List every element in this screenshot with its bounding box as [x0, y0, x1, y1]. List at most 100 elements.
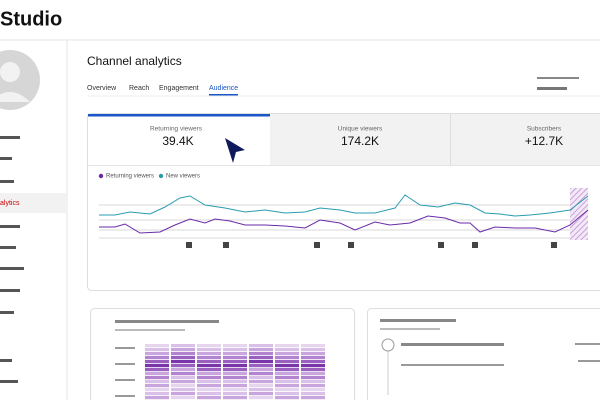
card-label: Returning viewers	[150, 126, 203, 133]
heatmap-cell	[301, 344, 325, 347]
heatmap-cell	[145, 380, 169, 383]
heatmap-cell	[145, 388, 169, 391]
heatmap-cell	[275, 380, 299, 383]
heatmap-cell	[145, 392, 169, 395]
sidebar-item[interactable]	[0, 180, 14, 183]
event-marker[interactable]	[472, 242, 478, 248]
metric-card-selected[interactable]	[88, 114, 270, 117]
heatmap-cell	[301, 396, 325, 399]
heatmap-cell	[275, 352, 299, 355]
heatmap-cell	[223, 388, 247, 391]
heatmap-cell	[197, 376, 221, 379]
heatmap-cell	[171, 392, 195, 395]
heatmap-cell	[223, 376, 247, 379]
heatmap-cell	[223, 360, 247, 363]
heatmap-cell	[171, 352, 195, 355]
tab[interactable]: Reach	[129, 85, 149, 92]
placeholder-bar	[537, 87, 567, 90]
placeholder-bar	[115, 329, 185, 331]
heatmap-cell	[197, 396, 221, 399]
heatmap-cell	[171, 396, 195, 399]
heatmap-cell	[301, 388, 325, 391]
event-marker[interactable]	[186, 242, 192, 248]
heatmap-cell	[223, 384, 247, 387]
heatmap-cell	[145, 368, 169, 371]
heatmap-cell	[145, 352, 169, 355]
event-marker[interactable]	[314, 242, 320, 248]
heatmap-cell	[223, 368, 247, 371]
heatmap-cell	[249, 352, 273, 355]
heatmap-cell	[223, 348, 247, 351]
sidebar-item[interactable]	[0, 380, 18, 383]
sidebar-item[interactable]	[0, 311, 14, 314]
event-marker[interactable]	[551, 242, 557, 248]
sidebar-active-label: alytics	[0, 200, 20, 207]
heatmap-cell	[171, 388, 195, 391]
heatmap-cell	[171, 348, 195, 351]
legend-label: Returning viewers	[106, 174, 154, 180]
heatmap-cell	[301, 376, 325, 379]
heatmap-cell	[275, 344, 299, 347]
placeholder-bar	[401, 343, 504, 346]
tab[interactable]: Overview	[87, 85, 117, 92]
heatmap-cell	[249, 368, 273, 371]
heatmap-cell	[223, 364, 247, 367]
event-marker[interactable]	[438, 242, 444, 248]
heatmap-cell	[301, 392, 325, 395]
sidebar-item[interactable]	[0, 225, 20, 228]
heatmap-cell	[145, 360, 169, 363]
heatmap-cell	[223, 372, 247, 375]
placeholder-bar	[380, 328, 440, 330]
legend-swatch	[159, 174, 163, 178]
heatmap-cell	[249, 360, 273, 363]
sidebar-item[interactable]	[0, 246, 16, 249]
heatmap-cell	[145, 384, 169, 387]
legend-swatch	[99, 174, 103, 178]
heatmap-cell	[249, 348, 273, 351]
heatmap-cell	[171, 360, 195, 363]
sidebar-item[interactable]	[0, 267, 24, 270]
heatmap-cell	[197, 344, 221, 347]
heatmap-cell	[197, 384, 221, 387]
heatmap-cell	[171, 376, 195, 379]
heatmap-cell	[223, 380, 247, 383]
heatmap-cell	[275, 360, 299, 363]
logo-text: Studio	[0, 8, 62, 30]
card-label: Unique viewers	[338, 126, 383, 133]
placeholder-bar	[380, 319, 456, 322]
heatmap-cell	[301, 384, 325, 387]
heatmap-cell	[301, 380, 325, 383]
sidebar-item[interactable]	[0, 359, 12, 362]
heatmap-cell	[223, 356, 247, 359]
heatmap-cell	[249, 372, 273, 375]
heatmap-cell	[145, 364, 169, 367]
heatmap-cell	[223, 396, 247, 399]
event-marker[interactable]	[223, 242, 229, 248]
heatmap-cell	[197, 372, 221, 375]
card-value: 174.2K	[341, 134, 379, 148]
heatmap-cell	[301, 368, 325, 371]
heatmap-cell	[275, 384, 299, 387]
heatmap-cell	[171, 384, 195, 387]
tab[interactable]: Engagement	[159, 85, 199, 92]
placeholder-bar	[575, 343, 600, 345]
heatmap-cell	[301, 348, 325, 351]
sidebar-item[interactable]	[0, 289, 20, 292]
heatmap-cell	[301, 372, 325, 375]
heatmap-cell	[145, 344, 169, 347]
placeholder-bar	[537, 77, 579, 79]
heatmap-cell	[249, 384, 273, 387]
heatmap-cell	[275, 388, 299, 391]
heatmap-cell	[145, 356, 169, 359]
heatmap-cell	[275, 392, 299, 395]
sidebar-item[interactable]	[0, 157, 12, 160]
heatmap-cell	[145, 376, 169, 379]
event-marker[interactable]	[348, 242, 354, 248]
tab-active[interactable]: Audience	[209, 85, 238, 92]
card-value: 39.4K	[162, 134, 193, 148]
sidebar-item[interactable]	[0, 136, 20, 139]
heatmap-cell	[171, 356, 195, 359]
placeholder-bar	[401, 364, 504, 366]
heatmap-cell	[145, 396, 169, 399]
heatmap-cell	[197, 364, 221, 367]
